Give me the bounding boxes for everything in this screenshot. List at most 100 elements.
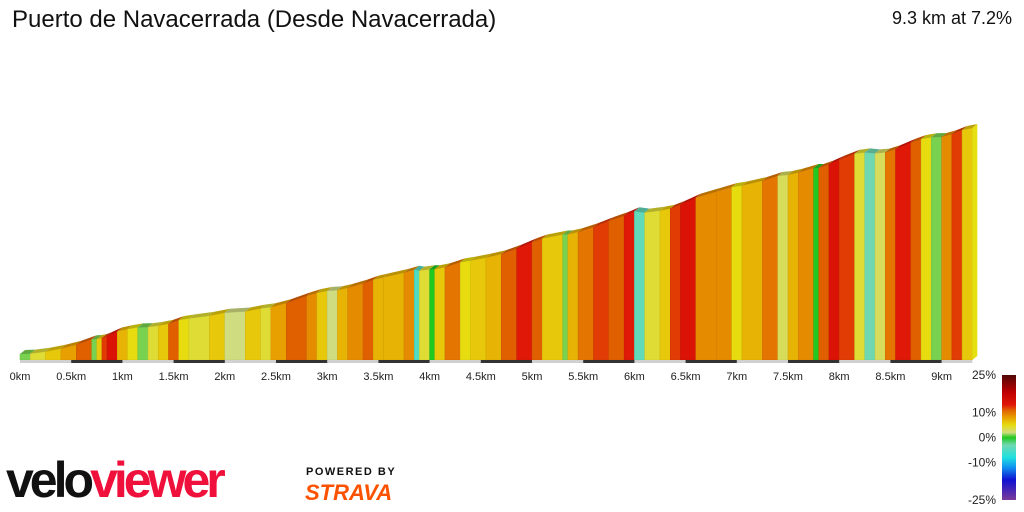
x-tick-label: 8km: [829, 371, 850, 383]
profile-segment: [91, 338, 98, 361]
profile-segment: [157, 323, 169, 361]
veloviewer-logo[interactable]: veloviewer: [6, 452, 226, 508]
profile-segment-top: [383, 268, 409, 278]
x-tick-label: 7km: [726, 371, 747, 383]
profile-segment: [885, 148, 896, 361]
profile-segment-top: [429, 265, 440, 270]
profile-segment: [608, 215, 625, 361]
profile-segment-top: [895, 138, 916, 150]
axis-band: [173, 360, 225, 363]
profile-segment: [362, 279, 374, 361]
profile-segment-top: [158, 319, 174, 326]
profile-segment-top: [168, 316, 184, 324]
profile-segment: [444, 261, 461, 361]
profile-segment-top: [137, 323, 153, 328]
profile-segment: [951, 129, 963, 361]
x-tick-label: 5km: [522, 371, 543, 383]
profile-segment: [285, 295, 307, 361]
profile-segment: [270, 302, 287, 361]
profile-segment: [337, 287, 348, 361]
legend-label: 25%: [972, 368, 996, 382]
profile-segment: [777, 174, 789, 361]
profile-segment: [731, 185, 743, 361]
profile-segment: [147, 325, 159, 361]
profile-segment-top: [485, 250, 507, 258]
profile-segment-top: [962, 124, 978, 130]
profile-segment-top: [76, 335, 97, 345]
profile-segment: [168, 319, 179, 361]
profile-segment: [347, 283, 364, 361]
profile-segment-top: [670, 200, 686, 209]
profile-segment-top: [501, 244, 522, 255]
profile-segment: [373, 277, 384, 361]
profile-segment: [316, 290, 328, 361]
profile-segment: [245, 308, 261, 361]
profile-segment-top: [931, 132, 947, 138]
profile-segment: [874, 152, 886, 361]
axis-band: [583, 360, 635, 363]
profile-segment: [931, 136, 942, 361]
profile-segment: [460, 260, 471, 361]
legend-label: 0%: [979, 431, 997, 445]
profile-segments: [19, 124, 978, 361]
axis-band: [71, 360, 123, 363]
profile-segment: [741, 180, 763, 361]
profile-segment-top: [224, 307, 251, 313]
profile-segment-top: [306, 288, 322, 296]
profile-segment-top: [316, 286, 333, 293]
profile-segment-top: [260, 303, 276, 309]
profile-segment: [644, 210, 661, 361]
profile-segment-top: [60, 340, 82, 349]
profile-segment-top: [593, 217, 614, 228]
profile-segment: [137, 326, 149, 361]
profile-segment-top: [695, 187, 722, 198]
profile-segment: [818, 164, 830, 361]
profile-segment: [838, 153, 855, 361]
profile-segment: [716, 186, 732, 361]
profile-segment-top: [414, 265, 425, 271]
profile-segment-top: [731, 181, 747, 188]
axis-band: [685, 360, 737, 363]
legend-label: -25%: [968, 493, 996, 507]
profile-segment-top: [777, 170, 793, 176]
profile-segment-top: [660, 204, 676, 211]
x-tick-label: 9km: [931, 371, 952, 383]
profile-segment-top: [245, 304, 266, 312]
profile-segment: [941, 133, 953, 361]
profile-segment: [419, 268, 430, 361]
climb-summary: 9.3 km at 7.2%: [891, 8, 1012, 28]
legend-label: -10%: [968, 456, 996, 470]
profile-segment: [383, 272, 405, 361]
profile-segment-top: [578, 223, 599, 233]
profile-segment-top: [107, 327, 123, 337]
profile-segment-top: [117, 325, 133, 332]
profile-segment-top: [470, 253, 491, 261]
profile-segment: [224, 311, 246, 361]
profile-segment-top: [567, 228, 584, 235]
profile-segment: [106, 331, 118, 361]
profile-segment-top: [363, 275, 379, 284]
profile-segment-top: [30, 347, 51, 354]
profile-segment-top: [634, 207, 650, 213]
profile-segment: [501, 248, 517, 361]
profile-segment-top: [178, 314, 194, 321]
profile-segment-top: [798, 164, 819, 173]
profile-segment: [470, 257, 487, 361]
profile-segment: [577, 226, 594, 361]
profile-segment-top: [741, 176, 768, 186]
profile-segment-top: [951, 125, 968, 134]
profile-segment: [920, 137, 932, 361]
profile-segment: [623, 210, 635, 361]
powered-by-label: POWERED BY: [306, 466, 397, 478]
profile-segment-top: [327, 286, 343, 291]
profile-segment: [485, 253, 502, 361]
profile-segment-top: [20, 349, 36, 354]
profile-segment-top: [828, 155, 845, 165]
profile-segment: [326, 289, 338, 361]
strava-logo[interactable]: STRAVA: [305, 480, 393, 505]
profile-segment: [593, 220, 610, 361]
profile-segment: [178, 318, 190, 361]
x-tick-label: 0.5km: [56, 371, 86, 383]
profile-segment-top: [434, 263, 450, 270]
x-tick-label: 6.5km: [671, 371, 701, 383]
